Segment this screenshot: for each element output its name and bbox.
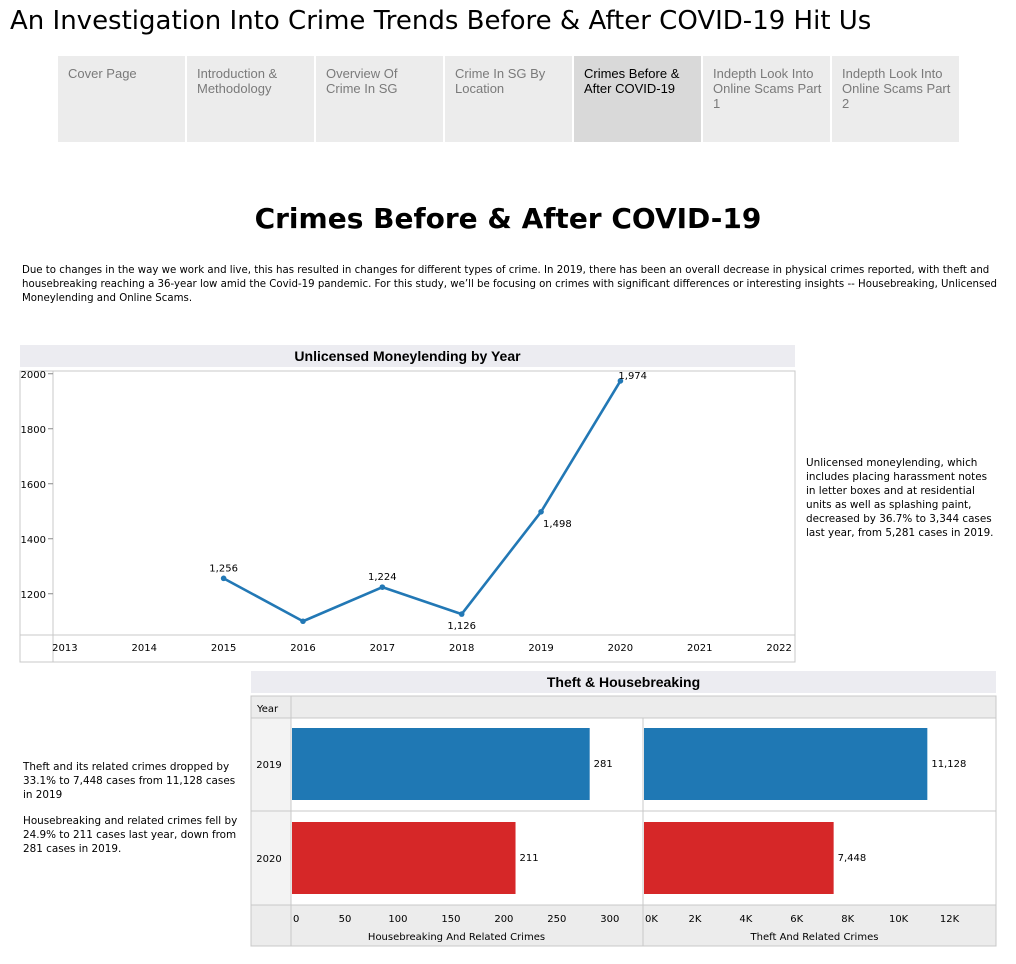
tab-online-scams-part-2[interactable]: Indepth Look Into Online Scams Part 2 — [832, 56, 959, 142]
bar — [644, 728, 928, 800]
data-point — [458, 611, 465, 617]
tab-online-scams-part-1[interactable]: Indepth Look Into Online Scams Part 1 — [703, 56, 830, 142]
x-tick-label: 2022 — [766, 643, 791, 654]
tab-cover-page[interactable]: Cover Page — [58, 56, 185, 142]
year-label: 2019 — [256, 760, 281, 771]
bar-value-label: 281 — [594, 759, 613, 770]
y-tick-label: 1200 — [21, 590, 46, 601]
x-tick-label: 6K — [790, 914, 803, 925]
bar-value-label: 7,448 — [838, 853, 867, 864]
moneylending-note: Unlicensed moneylending, which includes … — [806, 457, 994, 539]
theft-notes: Theft and its related crimes dropped by … — [23, 760, 245, 868]
x-tick-label: 0K — [645, 914, 658, 925]
data-label: 1,224 — [368, 572, 397, 583]
x-tick-label: 300 — [600, 914, 619, 925]
x-tick-label: 4K — [739, 914, 752, 925]
line-chart-frame — [19, 370, 796, 663]
data-label: 1,498 — [543, 519, 572, 530]
tab-bar: Cover Page Introduction & Methodology Ov… — [58, 56, 959, 142]
y-tick-label: 1400 — [21, 535, 46, 546]
year-label: 2020 — [256, 854, 281, 865]
data-label: 1,974 — [618, 371, 647, 382]
bar-value-label: 211 — [520, 853, 539, 864]
x-tick-label: 2019 — [528, 643, 553, 654]
x-tick-label: 2K — [688, 914, 701, 925]
data-point — [300, 618, 306, 625]
tab-introduction[interactable]: Introduction & Methodology — [187, 56, 314, 142]
x-tick-label: 8K — [841, 914, 854, 925]
x-tick-label: 0 — [293, 914, 299, 925]
x-tick-label: 2013 — [52, 643, 77, 654]
tab-crimes-before-after-covid[interactable]: Crimes Before & After COVID-19 — [574, 56, 701, 142]
data-label: 1,126 — [447, 621, 476, 632]
bar-value-label: 11,128 — [931, 759, 966, 770]
x-tick-label: 10K — [889, 914, 909, 925]
data-point — [379, 584, 386, 590]
bar-header-row — [250, 695, 997, 719]
data-point — [538, 509, 544, 515]
bar — [292, 728, 590, 800]
moneylending-chart-title: Unlicensed Moneylending by Year — [20, 345, 795, 367]
x-tick-label: 2018 — [449, 643, 474, 654]
x-tick-label: 2014 — [132, 643, 157, 654]
tab-overview[interactable]: Overview Of Crime In SG — [316, 56, 443, 142]
x-tick-label: 2020 — [608, 643, 633, 654]
bar — [644, 822, 834, 894]
y-tick-label: 2000 — [21, 370, 46, 381]
y-tick-label: 1800 — [21, 425, 46, 436]
theft-note: Theft and its related crimes dropped by … — [23, 761, 236, 801]
intro-text: Due to changes in the way we work and li… — [22, 265, 997, 304]
housebreaking-note: Housebreaking and related crimes fell by… — [23, 815, 238, 855]
bar — [292, 822, 516, 894]
y-tick-label: 1600 — [21, 480, 46, 491]
x-tick-label: 100 — [388, 914, 407, 925]
app-title: An Investigation Into Crime Trends Befor… — [10, 6, 872, 36]
tab-crime-by-location[interactable]: Crime In SG By Location — [445, 56, 572, 142]
x-tick-label: 2021 — [687, 643, 712, 654]
moneylending-series-line — [223, 380, 622, 623]
data-point — [617, 378, 624, 384]
x-tick-label: 50 — [339, 914, 352, 925]
theft-chart-title: Theft & Housebreaking — [251, 671, 996, 693]
x-tick-label: 12K — [940, 914, 960, 925]
x-axis-title: Housebreaking And Related Crimes — [368, 932, 545, 943]
axis-strip — [250, 904, 997, 947]
x-tick-label: 200 — [494, 914, 513, 925]
data-point — [220, 575, 227, 582]
x-tick-label: 2015 — [211, 643, 236, 654]
data-label: 1,256 — [209, 563, 238, 574]
x-tick-label: 2016 — [290, 643, 315, 654]
x-axis-title: Theft And Related Crimes — [750, 932, 879, 943]
x-tick-label: 150 — [441, 914, 460, 925]
x-tick-label: 2017 — [370, 643, 395, 654]
page-title: Crimes Before & After COVID-19 — [254, 202, 762, 235]
x-tick-label: 250 — [547, 914, 566, 925]
row-header-label: Year — [256, 704, 279, 715]
